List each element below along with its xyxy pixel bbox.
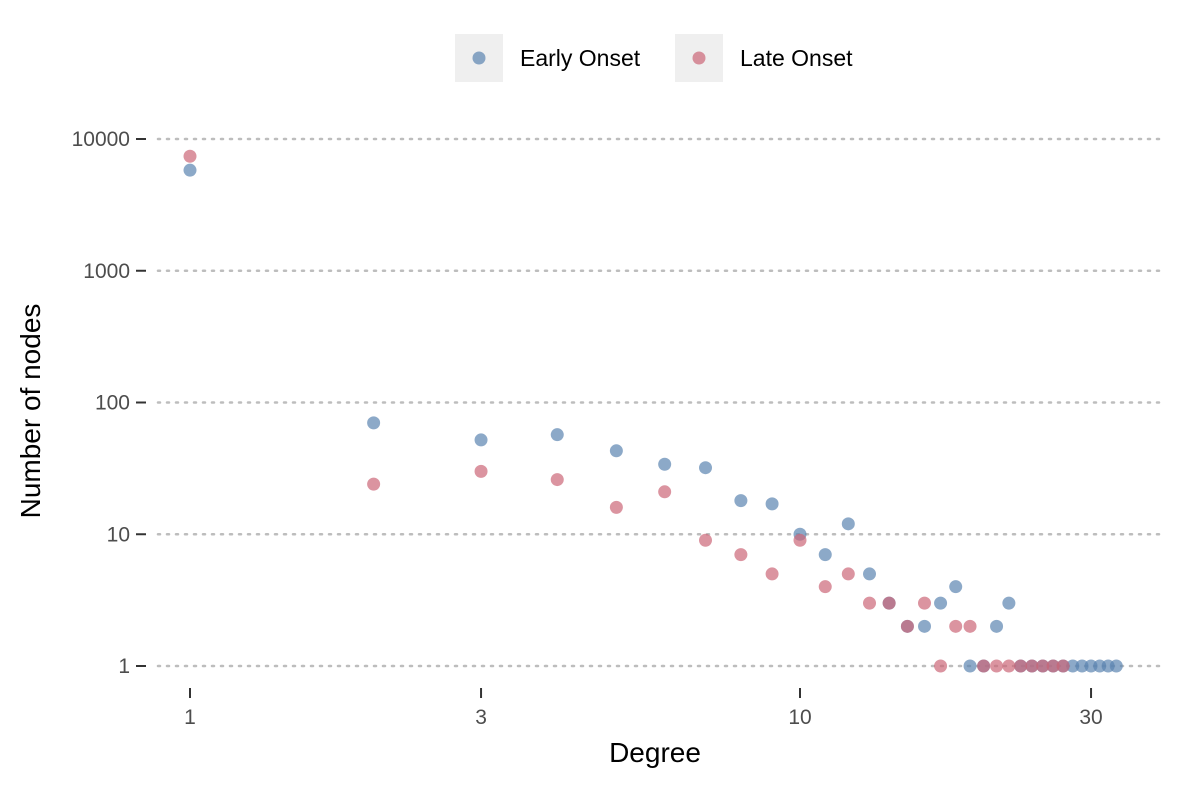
data-point [550, 473, 564, 487]
data-point [474, 464, 488, 478]
legend-label: Late Onset [740, 45, 853, 71]
y-axis-title: Number of nodes [15, 304, 46, 519]
data-point [818, 548, 832, 562]
gridlines [156, 137, 1162, 668]
data-point [934, 596, 948, 610]
legend-item: Late Onset [675, 34, 853, 82]
data-point [1056, 659, 1070, 673]
data-point [550, 428, 564, 442]
data-point [658, 457, 672, 471]
data-point [1075, 659, 1089, 673]
data-point [734, 494, 748, 508]
x-tick-label: 10 [788, 706, 811, 729]
data-point [183, 163, 197, 177]
data-point [818, 580, 832, 594]
legend: Early Onset Late Onset [455, 34, 853, 82]
data-point [658, 485, 672, 499]
x-tick-label: 30 [1079, 706, 1102, 729]
data-point [793, 533, 807, 547]
data-point [963, 659, 977, 673]
series-late-onset [183, 149, 1070, 673]
legend-key-marker [472, 51, 486, 65]
data-point [609, 444, 623, 458]
data-point [609, 500, 623, 514]
legend-key-marker [692, 51, 706, 65]
data-point [990, 659, 1004, 673]
y-tick-label: 1000 [83, 260, 130, 283]
y-tick-label: 10 [107, 523, 130, 546]
data-point [699, 533, 713, 547]
x-axis-title: Degree [609, 737, 701, 768]
y-tick-label: 100 [95, 392, 130, 415]
legend-label: Early Onset [520, 45, 641, 71]
data-point [1046, 659, 1060, 673]
data-point [841, 517, 855, 531]
data-point [918, 619, 932, 633]
data-point [863, 596, 877, 610]
data-point [949, 619, 963, 633]
data-point [1066, 659, 1080, 673]
y-tick-label: 10000 [72, 128, 130, 151]
data-point [1014, 659, 1028, 673]
data-point [183, 149, 197, 163]
data-point [1109, 659, 1123, 673]
data-point [699, 461, 713, 475]
data-point [990, 619, 1004, 633]
data-point [949, 580, 963, 594]
data-point [734, 548, 748, 562]
legend-item: Early Onset [455, 34, 641, 82]
data-points [183, 149, 1123, 673]
data-point [1002, 596, 1016, 610]
x-tick-label: 1 [184, 706, 196, 729]
data-point [367, 416, 381, 430]
data-point [918, 596, 932, 610]
x-tick-label: 3 [475, 706, 487, 729]
x-axis: 1 3 10 30 [184, 688, 1103, 729]
data-point [765, 567, 779, 581]
data-point [765, 497, 779, 511]
data-point [1036, 659, 1050, 673]
y-tick-label: 1 [118, 655, 130, 678]
data-point [1025, 659, 1039, 673]
data-point [474, 433, 488, 447]
data-point [900, 619, 914, 633]
data-point [882, 596, 896, 610]
data-point [367, 477, 381, 491]
data-point [963, 619, 977, 633]
data-point [863, 567, 877, 581]
y-axis: 1 10 100 1000 10000 [72, 128, 146, 678]
data-point [1002, 659, 1016, 673]
data-point [934, 659, 948, 673]
series-early-onset [183, 163, 1123, 673]
data-point [977, 659, 991, 673]
data-point [841, 567, 855, 581]
